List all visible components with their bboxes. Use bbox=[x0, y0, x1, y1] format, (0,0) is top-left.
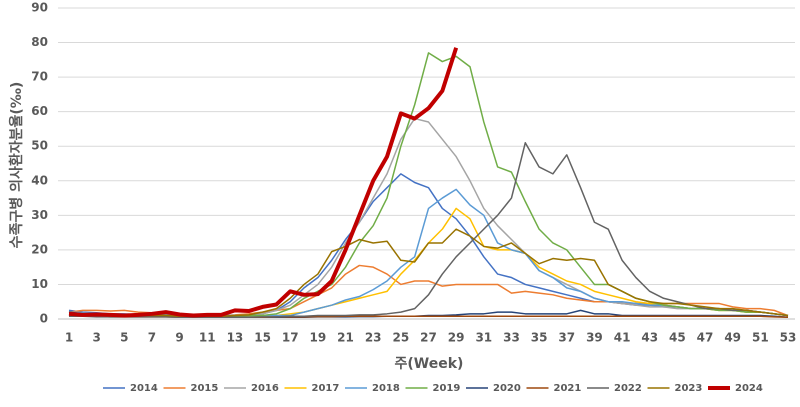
x-tick-label: 53 bbox=[780, 331, 797, 345]
legend-label: 2016 bbox=[251, 383, 279, 394]
x-tick-label: 51 bbox=[752, 331, 769, 345]
x-tick-label: 13 bbox=[227, 331, 244, 345]
y-tick-label: 0 bbox=[40, 312, 48, 326]
series-line bbox=[68, 117, 789, 317]
x-tick-label: 45 bbox=[669, 331, 686, 345]
legend-label: 2019 bbox=[433, 383, 461, 394]
series-line bbox=[68, 52, 789, 317]
series-line bbox=[68, 188, 789, 317]
y-tick-label: 90 bbox=[31, 1, 48, 15]
legend-label: 2015 bbox=[191, 383, 219, 394]
x-tick-label: 29 bbox=[448, 331, 465, 345]
y-tick-label: 80 bbox=[31, 35, 48, 49]
x-tick-label: 3 bbox=[92, 331, 100, 345]
x-tick-label: 27 bbox=[420, 331, 437, 345]
x-tick-label: 9 bbox=[175, 331, 183, 345]
x-tick-label: 41 bbox=[614, 331, 631, 345]
x-tick-label: 7 bbox=[148, 331, 156, 345]
x-tick-label: 1 bbox=[65, 331, 73, 345]
x-tick-label: 31 bbox=[475, 331, 492, 345]
x-tick-label: 19 bbox=[310, 331, 327, 345]
x-tick-label: 35 bbox=[531, 331, 548, 345]
series-line bbox=[69, 142, 789, 319]
legend-label: 2018 bbox=[372, 383, 400, 394]
x-tick-label: 15 bbox=[254, 331, 271, 345]
x-tick-label: 11 bbox=[199, 331, 216, 345]
x-tick-label: 5 bbox=[120, 331, 128, 345]
y-tick-label: 70 bbox=[31, 70, 48, 84]
y-tick-label: 60 bbox=[31, 104, 48, 118]
series-line bbox=[68, 47, 459, 318]
legend-label: 2024 bbox=[735, 383, 763, 394]
y-tick-label: 10 bbox=[31, 277, 48, 291]
legend-label: 2020 bbox=[493, 383, 521, 394]
y-tick-label: 40 bbox=[31, 173, 48, 187]
x-tick-label: 23 bbox=[365, 331, 382, 345]
x-tick-label: 37 bbox=[558, 331, 575, 345]
x-tick-label: 17 bbox=[282, 331, 299, 345]
legend-label: 2023 bbox=[675, 383, 703, 394]
y-tick-label: 50 bbox=[31, 139, 48, 153]
y-tick-label: 30 bbox=[31, 208, 48, 222]
y-axis-title: 수족구병 의사환자분율(‰) bbox=[8, 82, 25, 249]
x-tick-label: 21 bbox=[337, 331, 354, 345]
x-tick-label: 33 bbox=[503, 331, 520, 345]
x-tick-label: 43 bbox=[641, 331, 658, 345]
x-tick-label: 47 bbox=[697, 331, 714, 345]
legend-label: 2014 bbox=[130, 383, 158, 394]
legend-label: 2022 bbox=[614, 383, 642, 394]
legend-label: 2021 bbox=[554, 383, 582, 394]
x-axis-title: 주(Week) bbox=[395, 356, 464, 372]
y-tick-label: 20 bbox=[31, 242, 48, 256]
x-tick-label: 25 bbox=[392, 331, 409, 345]
x-tick-label: 39 bbox=[586, 331, 603, 345]
series-line bbox=[68, 207, 789, 317]
x-tick-label: 49 bbox=[724, 331, 741, 345]
legend-label: 2017 bbox=[312, 383, 340, 394]
